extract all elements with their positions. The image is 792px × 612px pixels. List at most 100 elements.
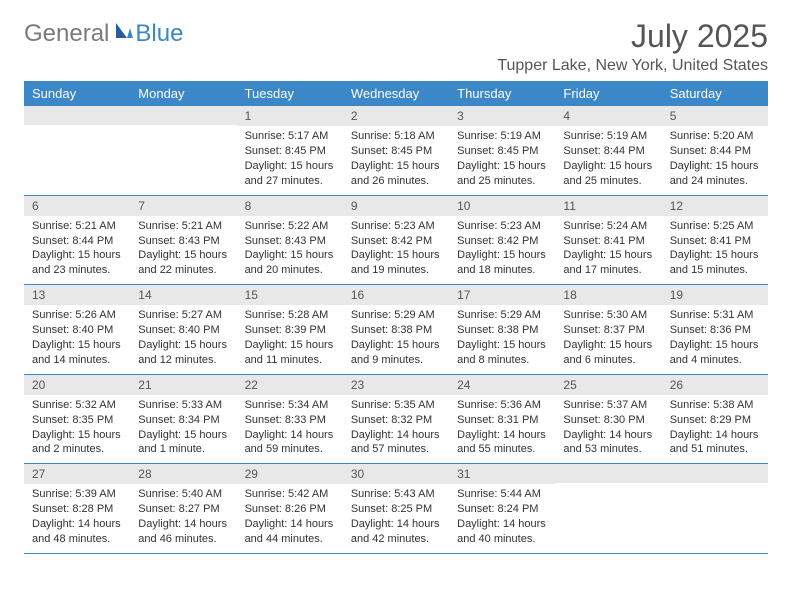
day-content: Sunrise: 5:40 AMSunset: 8:27 PMDaylight:… — [130, 484, 236, 552]
week-row: 20Sunrise: 5:32 AMSunset: 8:35 PMDayligh… — [24, 375, 768, 465]
daylight-text: Daylight: 14 hours and 57 minutes. — [351, 428, 441, 458]
daylight-text: Daylight: 15 hours and 22 minutes. — [138, 248, 228, 278]
day-content: Sunrise: 5:28 AMSunset: 8:39 PMDaylight:… — [237, 305, 343, 373]
day-content: Sunrise: 5:17 AMSunset: 8:45 PMDaylight:… — [237, 126, 343, 194]
sunset-text: Sunset: 8:31 PM — [457, 413, 547, 428]
day-cell: 24Sunrise: 5:36 AMSunset: 8:31 PMDayligh… — [449, 375, 555, 464]
day-cell — [130, 106, 236, 195]
day-number: 9 — [343, 196, 449, 216]
day-cell: 18Sunrise: 5:30 AMSunset: 8:37 PMDayligh… — [555, 285, 661, 374]
sunset-text: Sunset: 8:44 PM — [32, 234, 122, 249]
day-content: Sunrise: 5:19 AMSunset: 8:44 PMDaylight:… — [555, 126, 661, 194]
day-cell: 16Sunrise: 5:29 AMSunset: 8:38 PMDayligh… — [343, 285, 449, 374]
sunrise-text: Sunrise: 5:40 AM — [138, 487, 228, 502]
sunset-text: Sunset: 8:42 PM — [351, 234, 441, 249]
daylight-text: Daylight: 15 hours and 9 minutes. — [351, 338, 441, 368]
day-number: 28 — [130, 464, 236, 484]
day-cell: 29Sunrise: 5:42 AMSunset: 8:26 PMDayligh… — [237, 464, 343, 553]
empty-day-number — [555, 464, 661, 483]
week-row: 1Sunrise: 5:17 AMSunset: 8:45 PMDaylight… — [24, 106, 768, 196]
day-content: Sunrise: 5:20 AMSunset: 8:44 PMDaylight:… — [662, 126, 768, 194]
week-row: 6Sunrise: 5:21 AMSunset: 8:44 PMDaylight… — [24, 196, 768, 286]
empty-day-number — [662, 464, 768, 483]
day-content: Sunrise: 5:27 AMSunset: 8:40 PMDaylight:… — [130, 305, 236, 373]
logo-text-blue: Blue — [135, 20, 183, 48]
sunset-text: Sunset: 8:37 PM — [563, 323, 653, 338]
weekday-monday: Monday — [130, 81, 236, 106]
day-content: Sunrise: 5:37 AMSunset: 8:30 PMDaylight:… — [555, 395, 661, 463]
day-cell: 23Sunrise: 5:35 AMSunset: 8:32 PMDayligh… — [343, 375, 449, 464]
month-title: July 2025 — [497, 18, 768, 55]
day-cell: 25Sunrise: 5:37 AMSunset: 8:30 PMDayligh… — [555, 375, 661, 464]
day-cell: 7Sunrise: 5:21 AMSunset: 8:43 PMDaylight… — [130, 196, 236, 285]
day-cell: 19Sunrise: 5:31 AMSunset: 8:36 PMDayligh… — [662, 285, 768, 374]
day-cell: 2Sunrise: 5:18 AMSunset: 8:45 PMDaylight… — [343, 106, 449, 195]
day-number: 29 — [237, 464, 343, 484]
sunset-text: Sunset: 8:33 PM — [245, 413, 335, 428]
day-content: Sunrise: 5:43 AMSunset: 8:25 PMDaylight:… — [343, 484, 449, 552]
sunrise-text: Sunrise: 5:20 AM — [670, 129, 760, 144]
sunrise-text: Sunrise: 5:38 AM — [670, 398, 760, 413]
day-content: Sunrise: 5:26 AMSunset: 8:40 PMDaylight:… — [24, 305, 130, 373]
calendar: Sunday Monday Tuesday Wednesday Thursday… — [24, 81, 768, 554]
daylight-text: Daylight: 15 hours and 6 minutes. — [563, 338, 653, 368]
weekday-row: Sunday Monday Tuesday Wednesday Thursday… — [24, 81, 768, 106]
day-content: Sunrise: 5:23 AMSunset: 8:42 PMDaylight:… — [343, 216, 449, 284]
sunset-text: Sunset: 8:45 PM — [245, 144, 335, 159]
day-cell: 21Sunrise: 5:33 AMSunset: 8:34 PMDayligh… — [130, 375, 236, 464]
daylight-text: Daylight: 15 hours and 23 minutes. — [32, 248, 122, 278]
day-content: Sunrise: 5:32 AMSunset: 8:35 PMDaylight:… — [24, 395, 130, 463]
weekday-tuesday: Tuesday — [237, 81, 343, 106]
sunrise-text: Sunrise: 5:35 AM — [351, 398, 441, 413]
daylight-text: Daylight: 15 hours and 19 minutes. — [351, 248, 441, 278]
day-content: Sunrise: 5:18 AMSunset: 8:45 PMDaylight:… — [343, 126, 449, 194]
daylight-text: Daylight: 15 hours and 4 minutes. — [670, 338, 760, 368]
sunset-text: Sunset: 8:42 PM — [457, 234, 547, 249]
day-number: 19 — [662, 285, 768, 305]
sunrise-text: Sunrise: 5:32 AM — [32, 398, 122, 413]
day-content: Sunrise: 5:34 AMSunset: 8:33 PMDaylight:… — [237, 395, 343, 463]
sunrise-text: Sunrise: 5:44 AM — [457, 487, 547, 502]
location: Tupper Lake, New York, United States — [497, 57, 768, 75]
header: General Blue July 2025 Tupper Lake, New … — [24, 18, 768, 75]
day-number: 23 — [343, 375, 449, 395]
sunrise-text: Sunrise: 5:36 AM — [457, 398, 547, 413]
day-content: Sunrise: 5:22 AMSunset: 8:43 PMDaylight:… — [237, 216, 343, 284]
sunset-text: Sunset: 8:40 PM — [32, 323, 122, 338]
sunrise-text: Sunrise: 5:18 AM — [351, 129, 441, 144]
sunrise-text: Sunrise: 5:26 AM — [32, 308, 122, 323]
day-number: 21 — [130, 375, 236, 395]
sunset-text: Sunset: 8:44 PM — [563, 144, 653, 159]
sunset-text: Sunset: 8:45 PM — [457, 144, 547, 159]
logo-sail-icon — [113, 20, 135, 48]
daylight-text: Daylight: 15 hours and 12 minutes. — [138, 338, 228, 368]
daylight-text: Daylight: 15 hours and 25 minutes. — [563, 159, 653, 189]
sunrise-text: Sunrise: 5:19 AM — [563, 129, 653, 144]
day-content: Sunrise: 5:19 AMSunset: 8:45 PMDaylight:… — [449, 126, 555, 194]
weekday-friday: Friday — [555, 81, 661, 106]
day-number: 18 — [555, 285, 661, 305]
day-cell: 15Sunrise: 5:28 AMSunset: 8:39 PMDayligh… — [237, 285, 343, 374]
day-cell: 28Sunrise: 5:40 AMSunset: 8:27 PMDayligh… — [130, 464, 236, 553]
day-cell: 22Sunrise: 5:34 AMSunset: 8:33 PMDayligh… — [237, 375, 343, 464]
sunset-text: Sunset: 8:41 PM — [670, 234, 760, 249]
day-number: 6 — [24, 196, 130, 216]
sunrise-text: Sunrise: 5:28 AM — [245, 308, 335, 323]
sunset-text: Sunset: 8:44 PM — [670, 144, 760, 159]
logo: General Blue — [24, 20, 183, 48]
daylight-text: Daylight: 14 hours and 55 minutes. — [457, 428, 547, 458]
day-content: Sunrise: 5:33 AMSunset: 8:34 PMDaylight:… — [130, 395, 236, 463]
day-cell: 27Sunrise: 5:39 AMSunset: 8:28 PMDayligh… — [24, 464, 130, 553]
day-content: Sunrise: 5:36 AMSunset: 8:31 PMDaylight:… — [449, 395, 555, 463]
daylight-text: Daylight: 15 hours and 24 minutes. — [670, 159, 760, 189]
day-cell: 13Sunrise: 5:26 AMSunset: 8:40 PMDayligh… — [24, 285, 130, 374]
day-number: 20 — [24, 375, 130, 395]
day-number: 25 — [555, 375, 661, 395]
day-cell — [24, 106, 130, 195]
sunset-text: Sunset: 8:27 PM — [138, 502, 228, 517]
weekday-sunday: Sunday — [24, 81, 130, 106]
daylight-text: Daylight: 14 hours and 59 minutes. — [245, 428, 335, 458]
sunrise-text: Sunrise: 5:21 AM — [32, 219, 122, 234]
daylight-text: Daylight: 14 hours and 46 minutes. — [138, 517, 228, 547]
weekday-thursday: Thursday — [449, 81, 555, 106]
